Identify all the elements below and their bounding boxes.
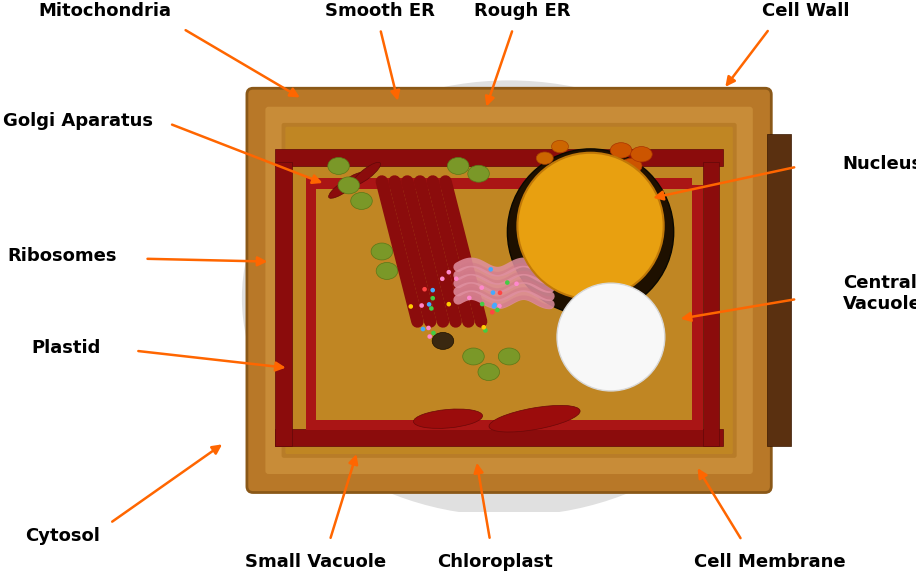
FancyBboxPatch shape bbox=[281, 123, 736, 458]
Ellipse shape bbox=[468, 165, 489, 182]
Bar bbox=[275, 162, 292, 446]
Bar bbox=[275, 149, 723, 166]
Bar bbox=[306, 420, 499, 430]
Circle shape bbox=[467, 296, 472, 300]
Ellipse shape bbox=[463, 348, 485, 365]
Ellipse shape bbox=[610, 143, 632, 158]
Ellipse shape bbox=[551, 140, 569, 152]
Bar bbox=[703, 162, 719, 446]
FancyBboxPatch shape bbox=[286, 126, 733, 454]
Ellipse shape bbox=[353, 162, 380, 185]
Text: Nucleus: Nucleus bbox=[843, 155, 916, 173]
Ellipse shape bbox=[536, 152, 553, 164]
Text: Plastid: Plastid bbox=[31, 339, 101, 357]
Ellipse shape bbox=[338, 177, 360, 194]
Circle shape bbox=[446, 302, 451, 306]
Text: Small Vacuole: Small Vacuole bbox=[245, 553, 387, 571]
Text: Mitochondria: Mitochondria bbox=[38, 2, 172, 20]
Circle shape bbox=[490, 310, 495, 315]
Bar bbox=[306, 185, 316, 430]
Circle shape bbox=[514, 281, 518, 286]
Circle shape bbox=[427, 302, 431, 306]
Circle shape bbox=[431, 296, 435, 301]
Circle shape bbox=[483, 328, 487, 333]
Ellipse shape bbox=[351, 193, 372, 209]
FancyBboxPatch shape bbox=[266, 107, 753, 474]
Ellipse shape bbox=[329, 172, 364, 198]
Circle shape bbox=[505, 280, 509, 285]
Circle shape bbox=[428, 334, 432, 339]
Ellipse shape bbox=[413, 409, 483, 428]
Text: Central
Vacuole: Central Vacuole bbox=[843, 274, 916, 313]
Circle shape bbox=[496, 308, 500, 312]
Circle shape bbox=[480, 302, 485, 306]
Circle shape bbox=[482, 325, 486, 329]
Circle shape bbox=[507, 149, 673, 315]
FancyBboxPatch shape bbox=[247, 88, 771, 493]
Text: Smooth ER: Smooth ER bbox=[325, 2, 435, 20]
Circle shape bbox=[431, 331, 436, 335]
Text: Chloroplast: Chloroplast bbox=[437, 553, 552, 571]
Circle shape bbox=[426, 325, 431, 330]
Circle shape bbox=[409, 304, 413, 309]
Text: Rough ER: Rough ER bbox=[474, 2, 571, 20]
Ellipse shape bbox=[242, 81, 777, 516]
Text: Golgi Aparatus: Golgi Aparatus bbox=[3, 112, 153, 130]
Circle shape bbox=[422, 287, 427, 292]
Circle shape bbox=[454, 277, 459, 281]
Ellipse shape bbox=[371, 243, 393, 260]
Ellipse shape bbox=[432, 332, 453, 350]
Circle shape bbox=[446, 270, 452, 274]
Ellipse shape bbox=[447, 158, 469, 174]
Bar bbox=[768, 135, 791, 446]
Circle shape bbox=[420, 303, 424, 308]
Bar bbox=[275, 429, 723, 446]
Ellipse shape bbox=[328, 158, 349, 174]
Circle shape bbox=[493, 302, 497, 307]
Text: Cell Wall: Cell Wall bbox=[762, 2, 850, 20]
Circle shape bbox=[420, 327, 425, 331]
Circle shape bbox=[440, 277, 444, 281]
Bar bbox=[519, 420, 692, 430]
Text: Cell Membrane: Cell Membrane bbox=[693, 553, 845, 571]
Circle shape bbox=[492, 304, 496, 309]
Text: Cytosol: Cytosol bbox=[25, 527, 100, 545]
Circle shape bbox=[518, 153, 664, 299]
Circle shape bbox=[497, 304, 502, 308]
Ellipse shape bbox=[630, 147, 652, 162]
Ellipse shape bbox=[557, 283, 665, 391]
Ellipse shape bbox=[376, 262, 398, 279]
Ellipse shape bbox=[489, 405, 580, 432]
Ellipse shape bbox=[498, 348, 520, 365]
Bar bbox=[692, 185, 703, 430]
Text: Ribosomes: Ribosomes bbox=[7, 247, 117, 265]
Circle shape bbox=[429, 306, 433, 311]
Circle shape bbox=[431, 288, 435, 293]
Circle shape bbox=[497, 290, 502, 295]
Ellipse shape bbox=[620, 158, 642, 174]
Circle shape bbox=[488, 267, 493, 271]
Circle shape bbox=[479, 285, 484, 290]
Ellipse shape bbox=[478, 363, 499, 381]
Bar bbox=[306, 178, 692, 189]
Circle shape bbox=[491, 290, 496, 295]
